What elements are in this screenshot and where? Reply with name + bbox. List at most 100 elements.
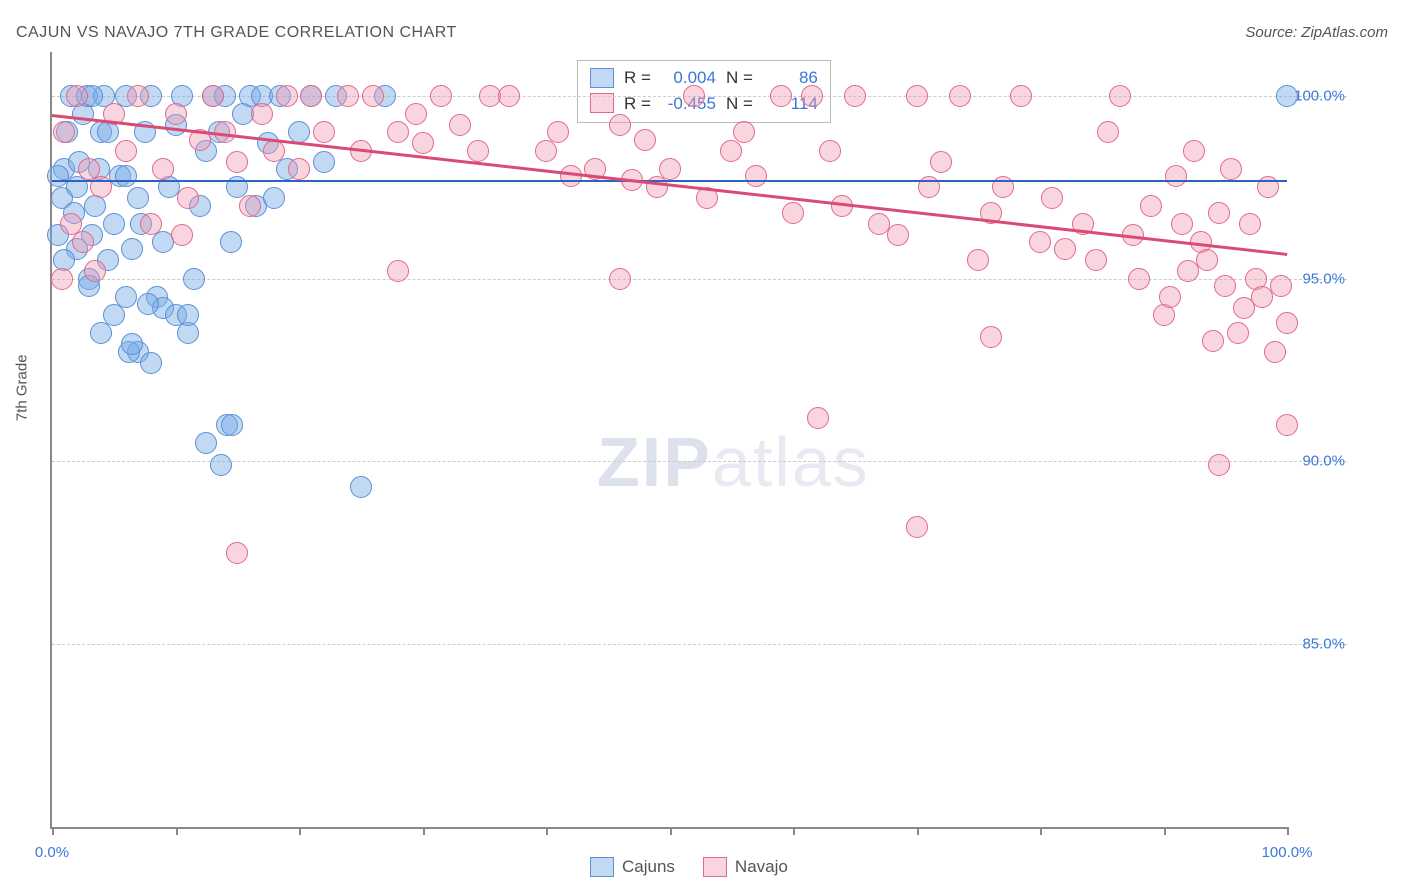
xtick (546, 827, 548, 835)
scatter-point (387, 121, 409, 143)
xtick (917, 827, 919, 835)
legend-item-cajuns: Cajuns (590, 857, 675, 877)
scatter-point (1227, 322, 1249, 344)
scatter-point (720, 140, 742, 162)
scatter-point (609, 268, 631, 290)
scatter-point (66, 85, 88, 107)
xtick (1040, 827, 1042, 835)
scatter-point (1140, 195, 1162, 217)
gridline (52, 644, 1347, 645)
scatter-point (115, 286, 137, 308)
scatter-point (90, 322, 112, 344)
legend-label-cajuns: Cajuns (622, 857, 675, 877)
scatter-point (1220, 158, 1242, 180)
scatter-point (60, 213, 82, 235)
scatter-point (226, 542, 248, 564)
scatter-point (226, 151, 248, 173)
plot-area: ZIPatlas R = 0.004 N = 86 R = -0.455 N =… (50, 52, 1287, 829)
source-name: ZipAtlas.com (1301, 24, 1388, 41)
scatter-point (1239, 213, 1261, 235)
scatter-point (84, 260, 106, 282)
swatch-cajuns (590, 68, 614, 88)
scatter-point (683, 85, 705, 107)
ytick-label: 85.0% (1302, 636, 1345, 653)
scatter-point (1029, 231, 1051, 253)
xtick (670, 827, 672, 835)
xtick (176, 827, 178, 835)
scatter-point (1171, 213, 1193, 235)
scatter-point (1276, 414, 1298, 436)
r-label: R = (624, 91, 651, 117)
scatter-point (121, 238, 143, 260)
scatter-point (967, 249, 989, 271)
scatter-point (1054, 238, 1076, 260)
scatter-point (337, 85, 359, 107)
scatter-point (560, 165, 582, 187)
scatter-point (405, 103, 427, 125)
scatter-point (137, 293, 159, 315)
xtick (52, 827, 54, 835)
scatter-point (350, 476, 372, 498)
scatter-point (115, 165, 137, 187)
scatter-point (634, 129, 656, 151)
scatter-point (844, 85, 866, 107)
plot-container: ZIPatlas R = 0.004 N = 86 R = -0.455 N =… (50, 52, 1345, 832)
xtick (1287, 827, 1289, 835)
scatter-point (152, 158, 174, 180)
scatter-point (1276, 85, 1298, 107)
scatter-point (1159, 286, 1181, 308)
ytick-label: 95.0% (1302, 270, 1345, 287)
scatter-point (221, 414, 243, 436)
scatter-point (412, 132, 434, 154)
scatter-point (387, 260, 409, 282)
scatter-point (930, 151, 952, 173)
gridline (52, 461, 1347, 462)
scatter-point (801, 85, 823, 107)
scatter-point (121, 333, 143, 355)
ytick-label: 90.0% (1302, 453, 1345, 470)
r-label: R = (624, 65, 651, 91)
scatter-point (547, 121, 569, 143)
source-prefix: Source: (1245, 24, 1301, 41)
scatter-point (239, 195, 261, 217)
xtick (793, 827, 795, 835)
scatter-point (362, 85, 384, 107)
swatch-cajuns-icon (590, 857, 614, 877)
scatter-point (819, 140, 841, 162)
scatter-point (47, 165, 69, 187)
scatter-point (906, 516, 928, 538)
scatter-point (220, 231, 242, 253)
scatter-point (887, 224, 909, 246)
scatter-point (659, 158, 681, 180)
scatter-point (1208, 202, 1230, 224)
scatter-point (53, 121, 75, 143)
chart-title: CAJUN VS NAVAJO 7TH GRADE CORRELATION CH… (16, 24, 457, 42)
scatter-point (165, 103, 187, 125)
ytick-label: 100.0% (1294, 87, 1345, 104)
scatter-point (288, 158, 310, 180)
scatter-point (72, 231, 94, 253)
scatter-point (127, 85, 149, 107)
scatter-point (177, 187, 199, 209)
xtick-label: 100.0% (1262, 844, 1313, 861)
scatter-point (202, 85, 224, 107)
scatter-point (263, 187, 285, 209)
scatter-point (1041, 187, 1063, 209)
scatter-point (745, 165, 767, 187)
scatter-point (51, 268, 73, 290)
gridline (52, 279, 1347, 280)
legend-label-navajo: Navajo (735, 857, 788, 877)
xtick-label: 0.0% (35, 844, 69, 861)
scatter-point (949, 85, 971, 107)
scatter-point (1202, 330, 1224, 352)
scatter-point (127, 187, 149, 209)
scatter-point (980, 326, 1002, 348)
scatter-point (313, 121, 335, 143)
scatter-point (1085, 249, 1107, 271)
scatter-point (1128, 268, 1150, 290)
scatter-point (177, 304, 199, 326)
scatter-point (313, 151, 335, 173)
scatter-point (103, 304, 125, 326)
n-label: N = (726, 91, 753, 117)
y-axis-label: 7th Grade (14, 354, 31, 421)
